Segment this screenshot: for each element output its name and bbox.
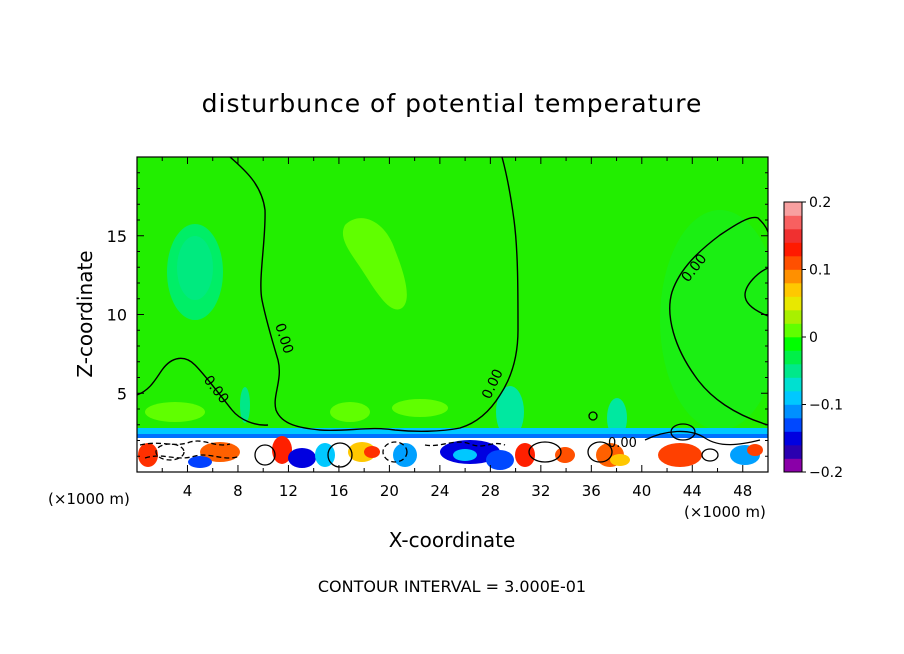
- warm-anomaly-center: [342, 218, 407, 310]
- contour-interval-note: CONTOUR INTERVAL = 3.000E-01: [318, 577, 586, 596]
- y-axis-title: Z-coordinate: [73, 250, 97, 377]
- colorbar-swatch: [784, 431, 802, 446]
- colorbar-swatch: [784, 458, 802, 473]
- contour-line-left-central: [229, 157, 519, 433]
- colorbar-swatch: [784, 377, 802, 392]
- x-axis-title: X-coordinate: [389, 528, 516, 552]
- y-tick-label: 10: [107, 306, 127, 325]
- warm-anomaly-near-surface-2: [330, 402, 370, 422]
- x-unit-label-left: (×1000 m): [48, 490, 130, 508]
- transition-band-blue: [137, 434, 768, 440]
- colorbar-swatch: [784, 283, 802, 297]
- x-axis: 4 8 12 16 20 24 28 32 36 40 44 48: [161, 157, 752, 500]
- colorbar-swatch: [784, 215, 802, 230]
- colorbar-tick-label: 0.2: [809, 195, 831, 211]
- colorbar-swatch: [784, 445, 802, 459]
- contour-line-right: [669, 216, 768, 426]
- x-tick-label: 20: [380, 482, 399, 500]
- colorbar-swatch: [784, 310, 802, 324]
- colorbar-tick-label: −0.1: [809, 398, 843, 414]
- x-tick-label: 12: [279, 482, 298, 500]
- cool-anomaly-near-surface-3: [240, 387, 250, 423]
- x-tick-label: 40: [632, 482, 651, 500]
- contour-line-left: [137, 357, 269, 426]
- colorbar-swatch: [784, 418, 802, 432]
- contour-label-surface: 0.00: [608, 436, 637, 451]
- colorbar-swatch: [784, 242, 802, 257]
- colorbar-swatch: [784, 364, 802, 378]
- colorbar-swatch: [784, 229, 802, 243]
- colorbar-tick-label: 0.1: [809, 263, 831, 279]
- warm-anomaly-near-surface-3: [392, 399, 448, 417]
- warm-anomaly-near-surface-1: [145, 402, 205, 422]
- x-unit-label-right: (×1000 m): [684, 503, 766, 521]
- y-axis: 5 10 15: [107, 172, 768, 457]
- x-tick-label: 48: [733, 482, 752, 500]
- cool-anomaly-upper-left-core: [177, 236, 213, 300]
- x-tick-label: 4: [183, 482, 193, 500]
- contour-line-right-edge: [744, 267, 768, 317]
- colorbar-swatch: [784, 391, 802, 405]
- x-tick-label: 16: [329, 482, 348, 500]
- colorbar-swatch: [784, 337, 802, 351]
- x-tick-label: 44: [683, 482, 702, 500]
- x-tick-label: 36: [582, 482, 601, 500]
- colorbar-swatch: [784, 350, 802, 365]
- x-tick-label: 8: [233, 482, 243, 500]
- plot-area: 0.00 0.00 0.00 0.00 0.00: [137, 157, 768, 472]
- cool-anomaly-right: [660, 210, 768, 430]
- x-tick-label: 28: [481, 482, 500, 500]
- colorbar-swatch: [784, 296, 802, 311]
- colorbar-tick-label: −0.2: [809, 465, 843, 481]
- colorbar-swatch: [784, 256, 802, 270]
- cool-anomaly-near-surface-1: [496, 386, 524, 438]
- y-tick-label: 5: [117, 384, 127, 403]
- y-tick-label: 15: [107, 227, 127, 246]
- colorbar-swatch: [784, 323, 802, 338]
- colorbar-swatch: [784, 202, 802, 216]
- contour-labels: 0.00 0.00 0.00 0.00 0.00: [200, 251, 710, 451]
- zero-contours: [137, 157, 768, 433]
- chart-title: disturbunce of potential temperature: [202, 89, 703, 118]
- colorbar: 0.2 0.1 0 −0.1 −0.2: [783, 195, 843, 481]
- colorbar-tick-label: 0: [809, 330, 818, 346]
- colorbar-swatch: [784, 404, 802, 419]
- boundary-layer-contours: [139, 411, 761, 468]
- x-tick-label: 32: [531, 482, 550, 500]
- transition-band-cyan: [137, 428, 768, 438]
- colorbar-swatch: [784, 269, 802, 284]
- x-tick-label: 24: [430, 482, 449, 500]
